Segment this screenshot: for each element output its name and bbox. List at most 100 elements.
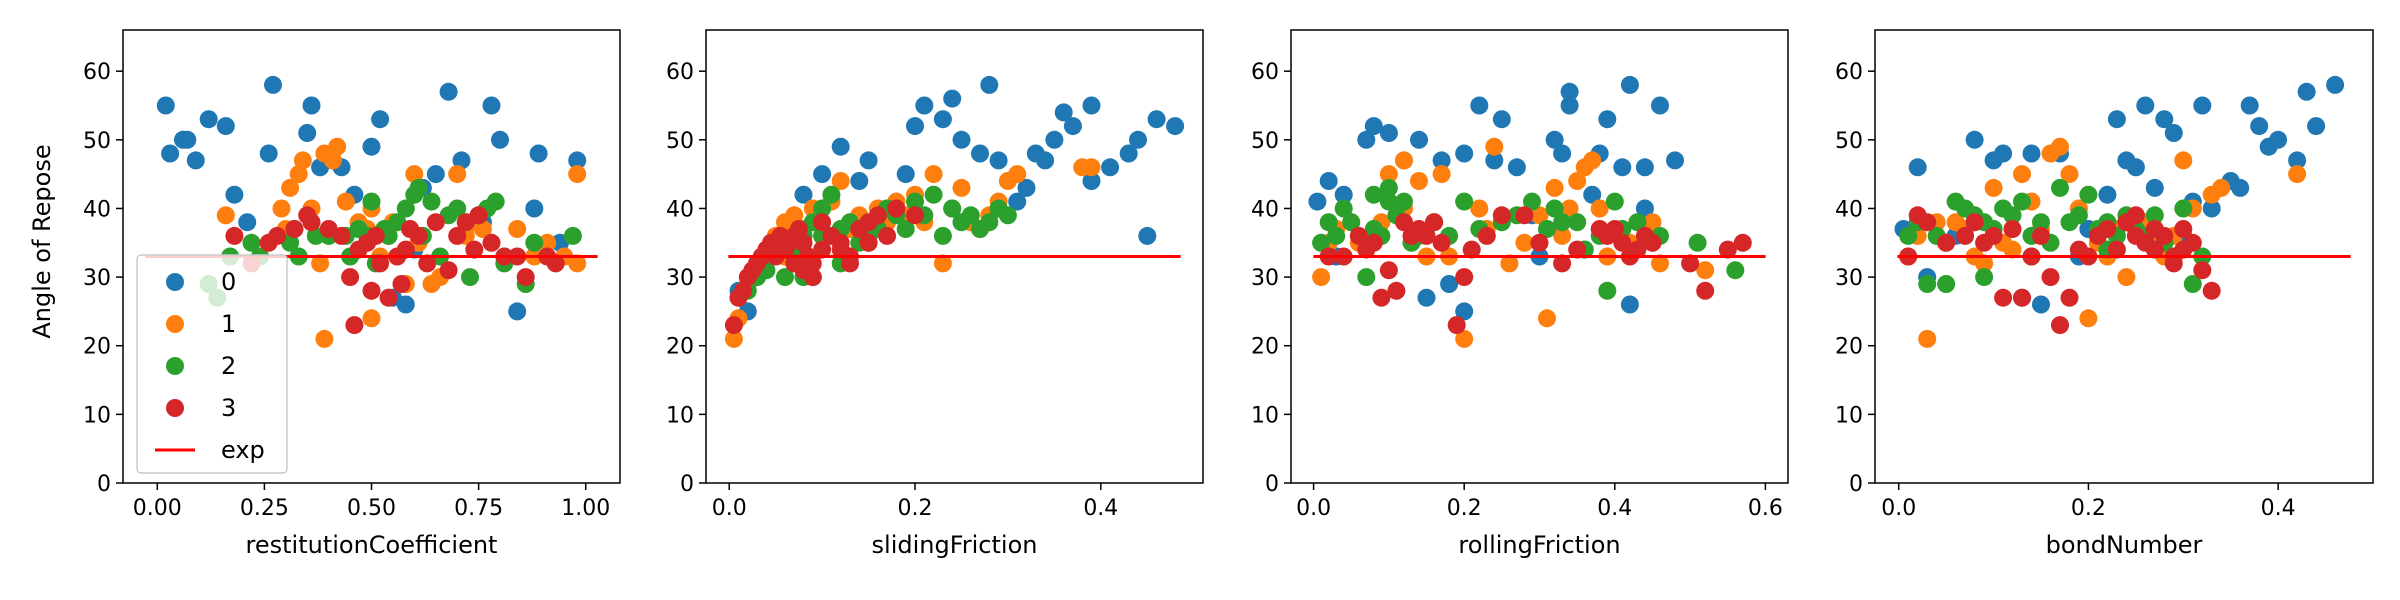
data-point: [943, 89, 962, 108]
data-point: [371, 254, 390, 273]
data-point: [2174, 151, 2193, 170]
data-point: [1718, 240, 1737, 259]
axes-frame: [1290, 29, 1789, 484]
data-point: [1308, 192, 1327, 211]
legend-box: [136, 254, 288, 474]
data-point: [1975, 254, 1994, 273]
series-3: [1899, 206, 2221, 335]
data-point: [1364, 185, 1383, 204]
data-point: [1688, 233, 1707, 252]
data-point: [1312, 268, 1331, 287]
y-tick-label: 0: [680, 472, 694, 497]
data-point: [2288, 165, 2307, 184]
data-point: [156, 96, 175, 115]
data-point: [1628, 213, 1647, 232]
data-point: [906, 192, 924, 211]
data-point: [439, 82, 458, 101]
x-tick-label: 0.4: [1597, 496, 1632, 521]
data-point: [1643, 213, 1662, 232]
data-point: [1129, 130, 1147, 149]
data-point: [1082, 158, 1101, 177]
data-point: [2032, 213, 2050, 232]
data-point: [1937, 233, 1956, 252]
y-tick-label: 50: [1835, 129, 1863, 154]
data-point: [1119, 144, 1138, 163]
data-point: [998, 206, 1017, 225]
data-point: [2212, 178, 2231, 197]
data-point: [1447, 316, 1466, 335]
data-point: [546, 254, 565, 273]
x-tick-label: 0.50: [347, 496, 396, 521]
y-tick-label: 40: [666, 197, 694, 222]
scatter-panel-3: 0 10 20 30 40 50 60 0.0 0.2 0.4 bondNumber: [1835, 29, 2374, 559]
x-tick-label: 0.25: [240, 496, 289, 521]
data-point: [1553, 226, 1572, 245]
data-point: [1515, 206, 1534, 225]
legend-marker: [166, 399, 184, 417]
data-point: [1379, 192, 1398, 211]
y-tick-label: 0: [1265, 472, 1279, 497]
data-point: [508, 302, 527, 321]
x-tick-label: 0.4: [2261, 496, 2296, 521]
data-point: [216, 117, 235, 136]
data-point: [2013, 192, 2031, 211]
data-point: [1379, 178, 1398, 197]
data-point: [1379, 124, 1398, 142]
data-point: [2231, 178, 2250, 197]
y-tick-label: 40: [83, 197, 111, 222]
x-axis-label: restitutionCoefficient: [246, 531, 498, 559]
y-tick-label: 10: [1251, 403, 1279, 428]
data-point: [1008, 165, 1027, 184]
data-point: [789, 220, 808, 238]
data-point: [2307, 117, 2326, 136]
series-0: [1308, 75, 1684, 321]
data-point: [831, 137, 850, 156]
y-tick-label: 60: [83, 60, 111, 85]
data-point: [538, 233, 557, 252]
data-point: [422, 192, 441, 211]
data-point: [1545, 178, 1564, 197]
data-point: [2288, 151, 2307, 170]
data-point: [1500, 254, 1519, 273]
data-point: [1319, 213, 1338, 232]
data-point: [2193, 261, 2212, 280]
data-point: [1605, 192, 1624, 211]
data-point: [1956, 226, 1975, 245]
data-point: [268, 226, 287, 245]
data-point: [281, 178, 300, 197]
data-point: [2202, 199, 2221, 218]
data-point: [1965, 130, 1984, 149]
data-point: [1492, 206, 1511, 225]
data-point: [1312, 233, 1331, 252]
data-point: [1410, 130, 1428, 149]
data-point: [1440, 275, 1459, 293]
data-point: [336, 192, 355, 211]
x-tick-label: 0.00: [133, 496, 182, 521]
data-point: [1054, 103, 1073, 122]
y-tick-label: 60: [1251, 60, 1279, 85]
data-point: [980, 75, 999, 94]
data-point: [409, 226, 428, 245]
data-point: [1036, 151, 1055, 170]
x-tick-label: 0.4: [1083, 496, 1118, 521]
data-point: [2079, 185, 2098, 204]
data-point: [482, 233, 501, 252]
data-point: [439, 261, 458, 280]
data-point: [813, 213, 832, 232]
y-tick-label: 40: [1251, 197, 1279, 222]
data-point: [332, 226, 351, 245]
x-tick-label: 0.0: [712, 496, 747, 521]
legend-label: 3: [221, 394, 236, 422]
data-point: [1379, 261, 1398, 280]
data-point: [2145, 178, 2164, 197]
y-tick-label: 10: [1835, 403, 1863, 428]
data-point: [2079, 309, 2098, 328]
y-tick-label: 50: [1251, 129, 1279, 154]
data-point: [1455, 192, 1474, 211]
data-point: [242, 233, 261, 252]
data-point: [841, 254, 859, 273]
data-point: [785, 206, 804, 225]
data-point: [1553, 254, 1572, 273]
data-point: [2126, 206, 2145, 225]
